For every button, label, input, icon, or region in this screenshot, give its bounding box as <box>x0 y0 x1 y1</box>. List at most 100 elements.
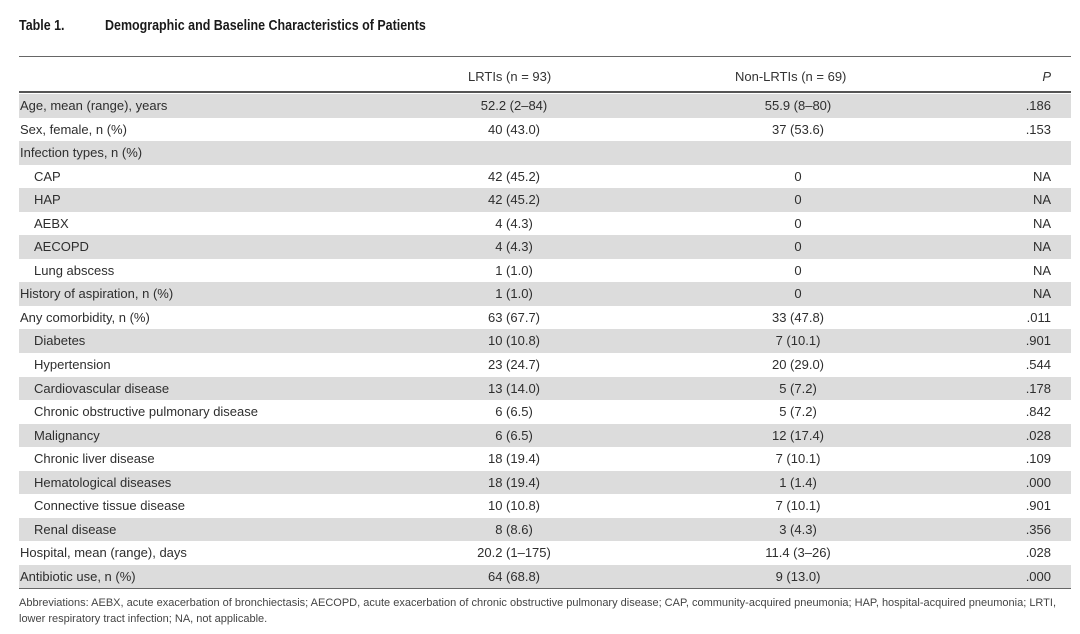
table-row: Antibiotic use, n (%) 64 (68.8) 9 (13.0) .0… <box>19 564 1071 589</box>
table-label: Table 1. <box>19 18 65 34</box>
cell-lrti: 20.2 (1–175) <box>477 545 551 561</box>
cell-lrti: 40 (43.0) <box>487 121 541 137</box>
cell-non-lrti: 3 (4.3) <box>779 521 817 537</box>
table-header: LRTIs (n = 93) Non-LRTIs (n = 69) P <box>19 64 1071 90</box>
cell-p-value: .901 <box>1025 333 1051 349</box>
cell-non-lrti: 9 (13.0) <box>775 568 821 584</box>
table-row: Infection types, n (%) <box>19 141 1071 165</box>
cell-p-value: .356 <box>1025 521 1051 537</box>
table-row: Hospital, mean (range), days 20.2 (1–175)… <box>19 541 1071 565</box>
cell-lrti: 10 (10.8) <box>487 333 541 349</box>
row-label: HAP <box>34 192 61 208</box>
row-label: History of aspiration, n (%) <box>20 286 174 302</box>
row-label: Lung abscess <box>34 262 115 278</box>
cell-lrti: 18 (19.4) <box>487 474 541 490</box>
row-label: Malignancy <box>34 427 100 443</box>
table-row: AEBX 4 (4.3) 0 NA <box>19 212 1071 236</box>
cell-lrti: 63 (67.7) <box>487 309 541 325</box>
bottom-rule <box>19 588 1071 589</box>
row-label: Cardiovascular disease <box>34 380 170 396</box>
cell-non-lrti: 5 (7.2) <box>779 380 817 396</box>
cell-p-value: .109 <box>1025 451 1051 467</box>
cell-non-lrti: 0 <box>794 262 802 278</box>
table-row: Age, mean (range), years 52.2 (2–84) 55.9 … <box>19 94 1071 118</box>
cell-non-lrti: 0 <box>794 239 802 255</box>
table-row: HAP 42 (45.2) 0 NA <box>19 188 1071 212</box>
cell-lrti: 4 (4.3) <box>495 215 533 231</box>
cell-lrti: 18 (19.4) <box>487 451 541 467</box>
cell-non-lrti: 0 <box>794 168 802 184</box>
row-label: Connective tissue disease <box>34 498 186 514</box>
cell-lrti: 52.2 (2–84) <box>480 98 548 113</box>
cell-non-lrti: 11.4 (3–26) <box>765 545 831 561</box>
cell-lrti: 1 (1.0) <box>495 286 533 302</box>
cell-p-value: .028 <box>1025 545 1051 561</box>
table-row: AECOPD 4 (4.3) 0 NA <box>19 235 1071 259</box>
cell-lrti: 64 (68.8) <box>487 568 541 584</box>
row-label: Age, mean (range), years <box>20 98 168 113</box>
cell-p-value: .544 <box>1025 357 1051 373</box>
row-label: Sex, female, n (%) <box>20 121 127 137</box>
cell-lrti: 6 (6.5) <box>495 427 533 443</box>
cell-lrti: 42 (45.2) <box>487 192 541 208</box>
cell-p-value: NA <box>1032 262 1051 278</box>
table-title: Demographic and Baseline Characteristics… <box>105 18 426 34</box>
table-row: Malignancy 6 (6.5) 12 (17.4) .028 <box>19 423 1071 448</box>
row-label: AECOPD <box>34 239 89 255</box>
row-label: Hematological diseases <box>34 474 172 490</box>
table-row: Chronic liver disease 18 (19.4) 7 (10.1) .1… <box>19 447 1071 471</box>
table-row: Cardiovascular disease 13 (14.0) 5 (7.2) .1… <box>19 376 1071 401</box>
cell-p-value: .186 <box>1025 98 1051 113</box>
cell-p-value: NA <box>1032 168 1051 184</box>
cell-p-value: .011 <box>1026 309 1051 325</box>
row-label: Infection types, n (%) <box>20 145 143 161</box>
row-label: Hospital, mean (range), days <box>20 545 187 561</box>
cell-non-lrti: 37 (53.6) <box>771 121 825 137</box>
cell-p-value: NA <box>1032 239 1051 255</box>
row-label: CAP <box>34 168 61 184</box>
table-footnote: Abbreviations: AEBX, acute exacerbation … <box>19 597 1057 625</box>
cell-p-value: NA <box>1032 286 1051 302</box>
cell-lrti: 13 (14.0) <box>487 380 541 396</box>
table-row: CAP 42 (45.2) 0 NA <box>19 165 1071 189</box>
cell-non-lrti: 7 (10.1) <box>775 451 821 467</box>
cell-non-lrti: 5 (7.2) <box>779 404 817 420</box>
cell-p-value: .178 <box>1025 380 1051 396</box>
column-header-non-lrti: Non-LRTIs (n = 69) <box>735 69 847 84</box>
row-label: Diabetes <box>34 333 86 349</box>
table-row: Diabetes 10 (10.8) 7 (10.1) .901 <box>19 329 1071 354</box>
cell-p-value: .842 <box>1025 404 1051 420</box>
cell-p-value: .153 <box>1025 121 1051 137</box>
cell-lrti: 6 (6.5) <box>495 404 533 420</box>
cell-non-lrti: 55.9 (8–80) <box>764 98 832 113</box>
cell-p-value: .901 <box>1025 498 1051 514</box>
table-row: History of aspiration, n (%) 1 (1.0) 0 NA <box>19 282 1071 306</box>
cell-non-lrti: 7 (10.1) <box>775 333 821 349</box>
cell-lrti: 8 (8.6) <box>495 521 533 537</box>
table-row: Any comorbidity, n (%) 63 (67.7) 33 (47.8)… <box>19 306 1071 330</box>
cell-p-value: NA <box>1032 215 1051 231</box>
cell-non-lrti: 1 (1.4) <box>779 474 817 490</box>
row-label: Renal disease <box>34 521 117 537</box>
cell-lrti: 4 (4.3) <box>495 239 533 255</box>
row-label: Hypertension <box>34 357 111 373</box>
table-row: Renal disease 8 (8.6) 3 (4.3) .356 <box>19 517 1071 542</box>
table-row: Chronic obstructive pulmonary disease 6 (… <box>19 400 1071 424</box>
table-row: Sex, female, n (%) 40 (43.0) 37 (53.6) .153 <box>19 118 1071 142</box>
cell-lrti: 23 (24.7) <box>487 357 541 373</box>
cell-non-lrti: 0 <box>794 286 802 302</box>
row-label: Any comorbidity, n (%) <box>20 309 150 325</box>
cell-non-lrti: 33 (47.8) <box>771 309 825 325</box>
cell-non-lrti: 20 (29.0) <box>771 357 825 373</box>
cell-non-lrti: 12 (17.4) <box>771 427 825 443</box>
row-label: Chronic liver disease <box>34 451 155 467</box>
row-label: Antibiotic use, n (%) <box>20 568 136 584</box>
column-header-p: P <box>1042 69 1051 84</box>
cell-non-lrti: 7 (10.1) <box>775 498 821 514</box>
cell-non-lrti: 0 <box>794 215 802 231</box>
table-body: Age, mean (range), years 52.2 (2–84) 55.9 … <box>19 94 1071 589</box>
cell-p-value: .000 <box>1025 568 1051 584</box>
cell-lrti: 42 (45.2) <box>487 168 541 184</box>
row-label: AEBX <box>34 215 69 231</box>
table-row: Hematological diseases 18 (19.4) 1 (1.4) .0… <box>19 470 1071 495</box>
